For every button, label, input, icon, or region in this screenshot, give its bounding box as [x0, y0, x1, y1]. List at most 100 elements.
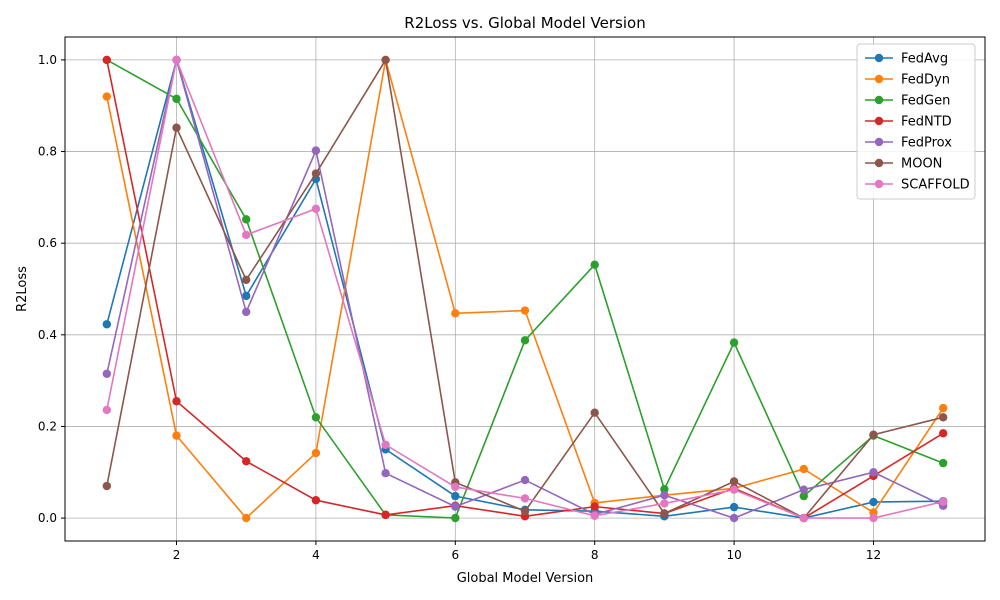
data-point-fedavg	[729, 502, 739, 512]
data-point-feddyn	[102, 92, 112, 101]
x-tick-label: 12	[866, 548, 881, 562]
data-point-moon	[660, 509, 669, 518]
data-point-feddyn	[451, 309, 460, 318]
data-point-fedprox	[520, 475, 530, 485]
data-point-moon	[938, 413, 948, 422]
data-point-feddyn	[311, 448, 321, 458]
data-point-fedprox	[451, 502, 460, 511]
legend-label: SCAFFOLD	[901, 178, 970, 193]
x-tick-label: 2	[173, 548, 181, 562]
data-point-fedgen	[242, 215, 251, 224]
data-point-feddyn	[172, 431, 181, 440]
x-tick-label: 6	[451, 548, 459, 562]
data-point-fedgen	[660, 485, 669, 494]
data-point-scaffold	[102, 405, 112, 415]
data-point-moon	[172, 123, 181, 132]
data-point-scaffold	[451, 482, 460, 492]
legend-marker	[874, 158, 884, 168]
data-point-fedntd	[590, 502, 599, 511]
legend-item-feddyn: FedDyn	[865, 73, 950, 88]
data-point-fedprox	[729, 513, 739, 523]
data-point-fedprox	[660, 490, 669, 500]
data-point-fedgen	[729, 338, 739, 347]
data-point-moon	[381, 55, 390, 65]
legend-marker	[874, 137, 884, 147]
legend-label: FedProx	[901, 136, 952, 151]
data-point-fedgen	[520, 336, 530, 345]
data-point-fedavg	[242, 291, 251, 301]
y-tick-label: 0.6	[38, 236, 57, 250]
data-point-moon	[729, 477, 739, 486]
legend-item-moon: MOON	[865, 157, 942, 172]
data-point-fedavg	[869, 497, 878, 507]
data-point-moon	[590, 408, 599, 417]
x-axis-label: Global Model Version	[457, 571, 594, 586]
legend-label: FedNTD	[901, 115, 952, 130]
y-tick-label: 1.0	[38, 53, 57, 67]
data-point-fedntd	[242, 457, 251, 466]
data-point-fedprox	[311, 146, 321, 155]
axis-ticks: 2 4 6 8 10 12 0.0 0.2 0.4 0.6 0.8 1.0	[38, 53, 881, 562]
y-tick-label: 0.0	[38, 511, 57, 525]
data-point-moon	[242, 275, 251, 285]
data-point-fedgen	[590, 260, 599, 269]
legend-item-fedprox: FedProx	[865, 136, 952, 151]
legend-marker	[874, 95, 884, 105]
plot-frame	[64, 36, 986, 542]
data-point-scaffold	[799, 513, 808, 523]
data-point-scaffold	[938, 497, 948, 506]
data-point-scaffold	[520, 494, 530, 503]
legend-box	[856, 43, 976, 200]
y-tick-label: 0.2	[38, 419, 57, 433]
legend-item-fedntd: FedNTD	[865, 115, 952, 130]
legend-marker	[874, 116, 884, 126]
legend-item-fedavg: FedAvg	[865, 52, 948, 67]
x-tick-label: 4	[312, 548, 320, 562]
data-point-scaffold	[381, 440, 390, 449]
y-tick-label: 0.8	[38, 145, 57, 159]
data-point-moon	[520, 507, 530, 516]
legend-marker	[874, 74, 884, 84]
data-point-scaffold	[590, 511, 599, 520]
y-tick-label: 0.4	[38, 328, 57, 342]
data-point-fedprox	[869, 468, 878, 477]
data-point-scaffold	[869, 513, 878, 523]
series-layer	[102, 55, 948, 523]
legend-label: FedDyn	[901, 73, 950, 88]
legend-label: FedGen	[901, 94, 950, 109]
data-point-feddyn	[520, 306, 530, 315]
data-point-fedntd	[172, 397, 181, 406]
series-fedprox	[102, 55, 948, 523]
data-point-fedntd	[311, 496, 321, 505]
legend: FedAvg FedDyn FedGen FedNTD FedProx MOON SCAFF…	[856, 43, 976, 200]
data-point-scaffold	[242, 230, 251, 240]
data-point-feddyn	[938, 403, 948, 413]
data-point-fedprox	[102, 369, 112, 378]
legend-label: MOON	[901, 157, 942, 172]
legend-item-scaffold: SCAFFOLD	[865, 178, 970, 193]
data-point-fedprox	[242, 307, 251, 317]
data-point-scaffold	[311, 204, 321, 214]
x-tick-label: 8	[591, 548, 599, 562]
data-point-fedntd	[938, 429, 948, 438]
data-point-moon	[102, 481, 112, 491]
data-point-fedntd	[102, 55, 112, 65]
legend-item-fedgen: FedGen	[865, 94, 950, 109]
data-point-scaffold	[660, 499, 669, 508]
data-point-fedgen	[451, 513, 460, 523]
data-point-fedprox	[381, 468, 390, 478]
legend-marker	[874, 179, 884, 189]
data-point-moon	[311, 169, 321, 178]
legend-marker	[874, 53, 884, 63]
data-point-fedprox	[799, 485, 808, 494]
legend-label: FedAvg	[901, 52, 948, 67]
data-point-scaffold	[729, 485, 739, 494]
data-point-scaffold	[172, 55, 181, 65]
data-point-fedgen	[311, 413, 321, 422]
x-tick-label: 10	[726, 548, 741, 562]
data-point-fedavg	[451, 491, 460, 501]
chart-title: R2Loss vs. Global Model Version	[404, 14, 645, 32]
y-axis-label: R2Loss	[15, 266, 30, 312]
